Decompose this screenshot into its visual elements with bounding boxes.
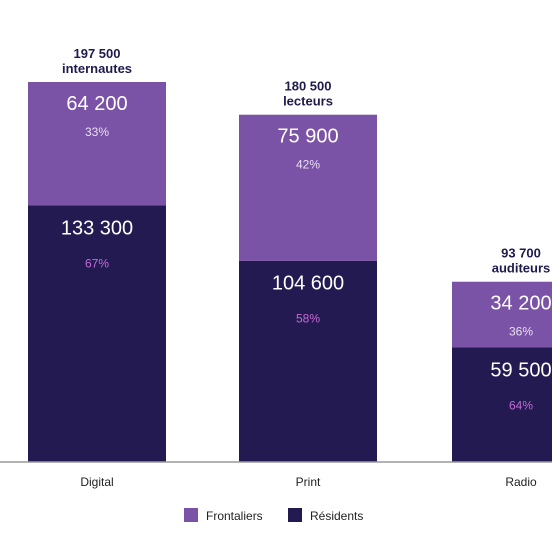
legend-label-residents: Résidents — [310, 509, 363, 523]
legend-swatch-frontaliers — [184, 508, 198, 522]
bar-segment-frontaliers-print — [239, 114, 377, 261]
percent-label-residents-digital: 67% — [85, 257, 109, 271]
percent-label-residents-print: 58% — [296, 312, 320, 326]
total-value-print: 180 500 — [285, 79, 332, 94]
total-value-radio: 93 700 — [501, 246, 541, 261]
value-label-residents-radio: 59 500 — [490, 360, 551, 382]
bar-segment-residents-radio — [452, 347, 552, 462]
percent-label-frontaliers-digital: 33% — [85, 125, 109, 139]
percent-label-frontaliers-print: 42% — [296, 158, 320, 172]
value-label-residents-print: 104 600 — [272, 273, 344, 295]
value-label-frontaliers-radio: 34 200 — [490, 293, 551, 315]
category-label-print: Print — [296, 475, 321, 489]
percent-label-residents-radio: 64% — [509, 399, 533, 413]
total-unit-digital: internautes — [62, 61, 132, 76]
legend-swatch-residents — [288, 508, 302, 522]
total-unit-radio: auditeurs — [492, 261, 551, 276]
bar-segment-frontaliers-radio — [452, 281, 552, 348]
category-label-radio: Radio — [505, 475, 537, 489]
bar-segment-frontaliers-digital — [28, 82, 166, 206]
value-label-frontaliers-digital: 64 200 — [66, 93, 127, 115]
bar-segment-residents-print — [239, 260, 377, 462]
value-label-frontaliers-print: 75 900 — [277, 126, 338, 148]
value-label-residents-digital: 133 300 — [61, 218, 133, 240]
percent-label-frontaliers-radio: 36% — [509, 325, 533, 339]
category-labels: Digital Print Radio — [80, 475, 537, 489]
total-unit-print: lecteurs — [283, 94, 333, 109]
total-value-digital: 197 500 — [74, 46, 121, 61]
category-label-digital: Digital — [80, 475, 113, 489]
legend-label-frontaliers: Frontaliers — [206, 509, 263, 523]
legend: Frontaliers Résidents — [184, 508, 363, 523]
bar-segment-residents-digital — [28, 205, 166, 462]
